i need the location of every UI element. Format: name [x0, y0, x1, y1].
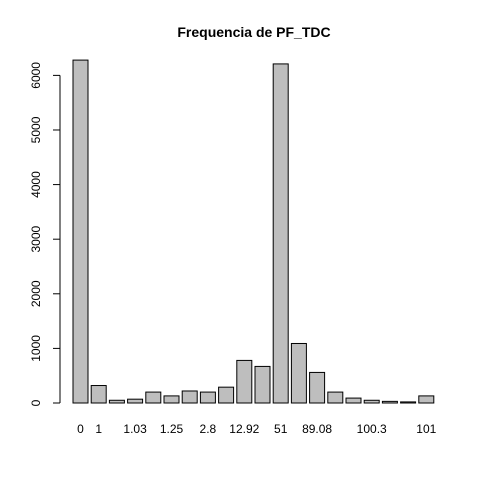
bar	[327, 391, 344, 404]
chart-title: Frequencia de PF_TDC	[177, 24, 330, 40]
x-tick-label: 0	[77, 422, 84, 436]
x-tick-label: 51	[274, 422, 288, 436]
x-tick-label: 89.08	[302, 422, 332, 436]
y-axis: 0 1000 2000 3000 4000 5000 6000	[29, 62, 61, 406]
y-tick-label: 6000	[29, 62, 43, 89]
x-tick-label: 1	[95, 422, 102, 436]
x-tick-label: 101	[416, 422, 436, 436]
bar	[381, 400, 398, 404]
y-tick-label: 5000	[29, 116, 43, 143]
x-tick-label: 100.3	[357, 422, 387, 436]
bar	[290, 342, 307, 404]
bar	[90, 385, 107, 404]
x-tick-labels: 0 1 1.03 1.25 2.8 12.92 51 89.08 100.3 101	[77, 422, 436, 436]
bars-group	[72, 59, 435, 404]
bar	[145, 391, 162, 404]
y-tick-label: 0	[29, 399, 43, 406]
x-tick-label: 1.25	[160, 422, 184, 436]
bar	[309, 371, 326, 404]
x-tick-label: 12.92	[229, 422, 259, 436]
y-tick-label: 2000	[29, 280, 43, 307]
bar	[236, 359, 253, 404]
bar	[163, 395, 180, 404]
bar	[108, 399, 125, 404]
bar	[181, 390, 198, 404]
y-tick-label: 4000	[29, 171, 43, 198]
bar	[363, 399, 380, 404]
bar	[127, 398, 144, 404]
x-tick-label: 1.03	[123, 422, 147, 436]
bar	[199, 391, 216, 404]
bar	[254, 365, 271, 404]
bar	[418, 395, 435, 404]
bar	[400, 401, 417, 404]
x-tick-label: 2.8	[200, 422, 217, 436]
y-tick-label: 3000	[29, 226, 43, 253]
bar	[72, 59, 89, 404]
bar	[345, 397, 362, 404]
y-tick-label: 1000	[29, 335, 43, 362]
bar	[272, 63, 289, 404]
bar	[218, 386, 235, 404]
